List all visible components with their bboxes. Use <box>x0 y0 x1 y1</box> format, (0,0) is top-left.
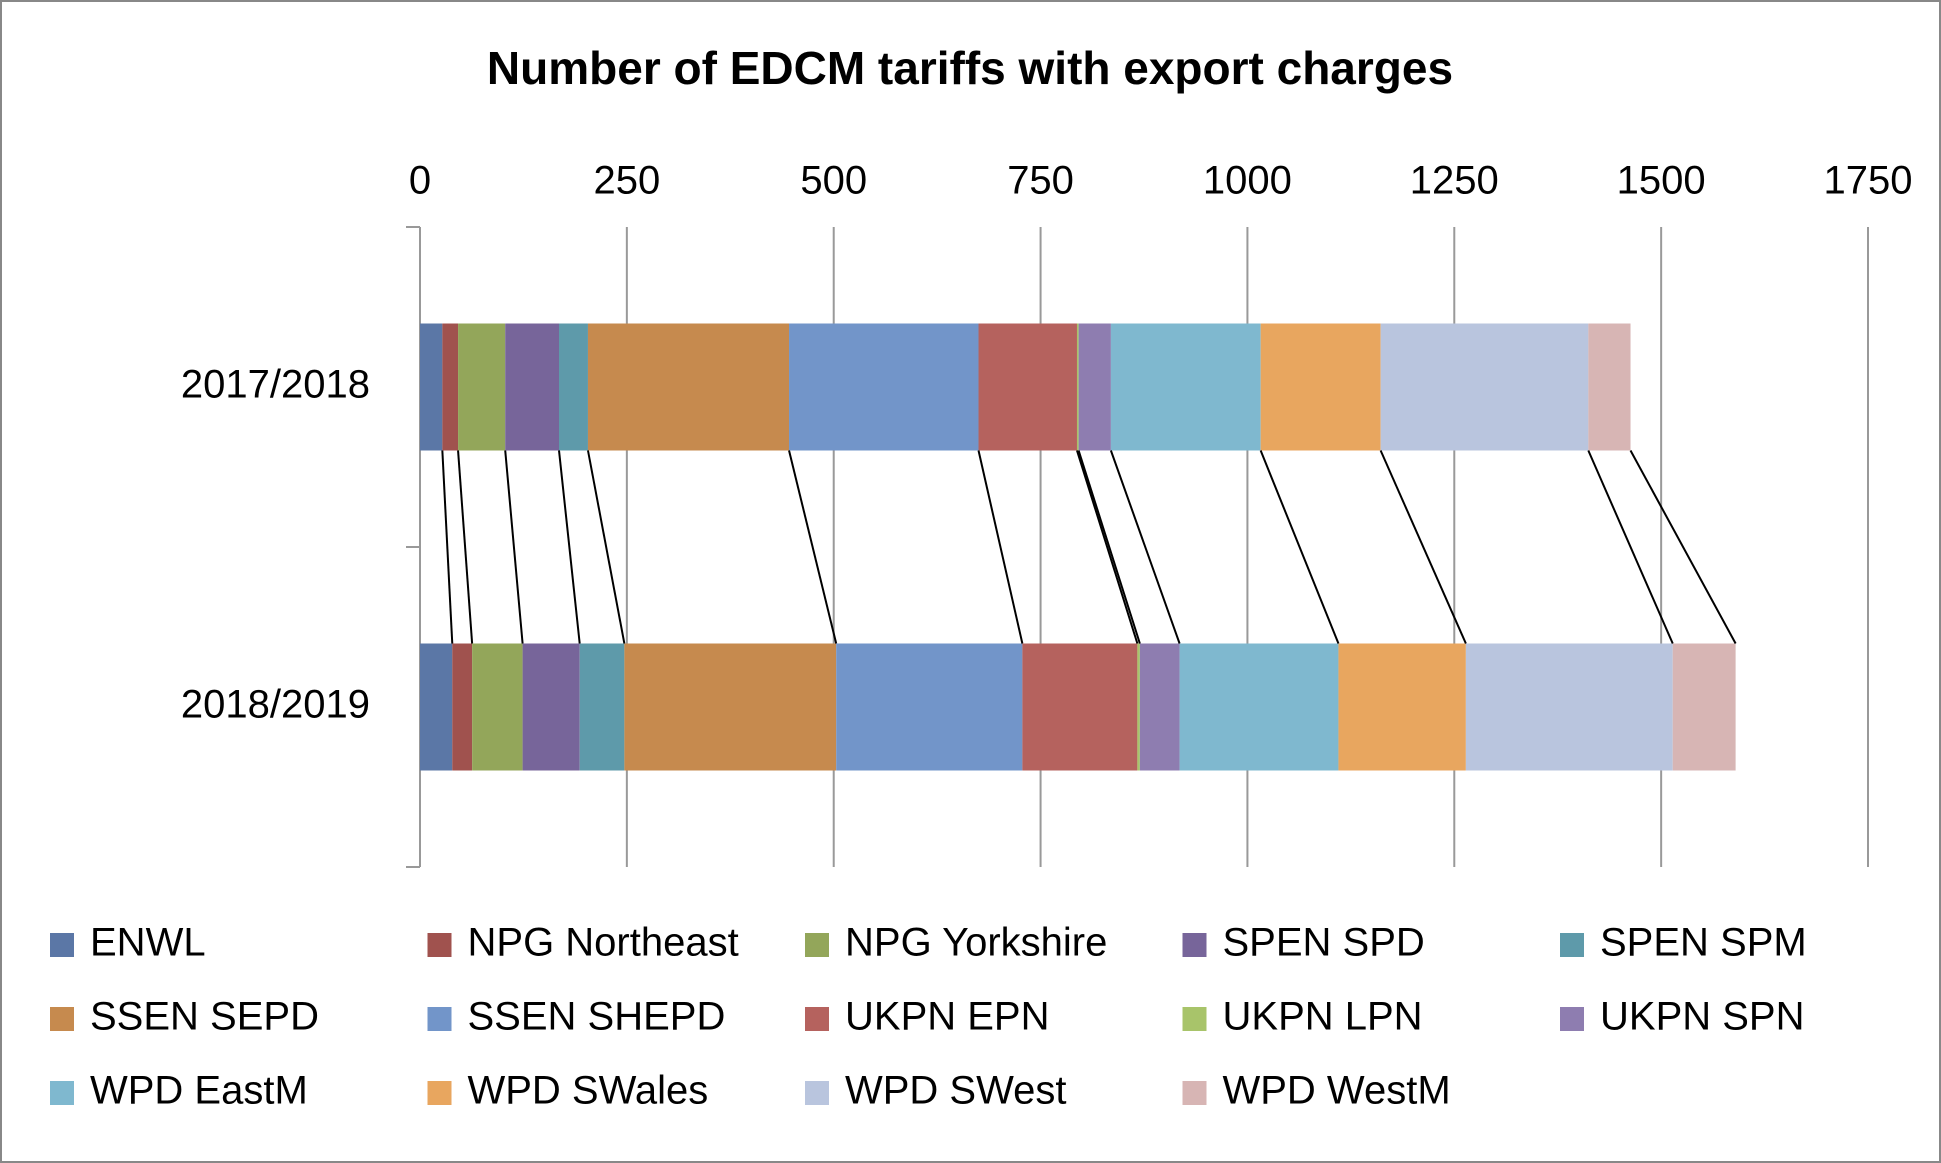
bar-segment <box>420 323 443 451</box>
bar-segment <box>624 643 837 771</box>
bar-segment <box>587 323 790 451</box>
bar-segment <box>1076 323 1079 451</box>
legend-label: ENWL <box>90 921 206 965</box>
x-tick-label: 250 <box>593 159 660 203</box>
legend-label: WPD SWest <box>845 1069 1067 1113</box>
series-line <box>1629 450 1737 644</box>
legend-swatch <box>1182 933 1207 957</box>
legend-swatch <box>427 1007 452 1031</box>
bar-segment <box>559 323 588 451</box>
bar-segment <box>836 643 1023 771</box>
legend-swatch <box>50 1007 74 1031</box>
y-tick-label: 2018/2019 <box>181 683 370 727</box>
x-tick-label: 750 <box>1007 159 1074 203</box>
bar-segment <box>1137 643 1140 771</box>
legend-label: SPEN SPM <box>1600 921 1807 965</box>
series-line <box>1379 450 1467 644</box>
bar-segment <box>1139 643 1180 771</box>
bar-segment <box>579 643 625 771</box>
legend-swatch <box>50 1081 74 1105</box>
bar-segment <box>442 323 459 451</box>
bar-segment <box>1179 643 1339 771</box>
series-line <box>1077 450 1141 644</box>
series-line <box>586 450 626 644</box>
legend-swatch <box>805 1081 829 1105</box>
bar-segment <box>472 643 523 771</box>
series-line <box>977 450 1024 644</box>
bar-segment <box>458 323 506 451</box>
bar-segment <box>452 643 473 771</box>
bar-segment <box>1260 323 1381 451</box>
y-tick-label: 2017/2018 <box>181 363 370 407</box>
legend-label: UKPN LPN <box>1223 995 1423 1039</box>
bar-segment <box>1588 323 1631 451</box>
bar-segment <box>1338 643 1466 771</box>
legend-label: SPEN SPD <box>1223 921 1425 965</box>
legend-label: WPD SWales <box>468 1069 709 1113</box>
x-tick-label: 1250 <box>1410 159 1499 203</box>
bar-segment <box>522 643 580 771</box>
legend-label: UKPN SPN <box>1600 995 1805 1039</box>
x-tick-label: 1000 <box>1203 159 1292 203</box>
series-line <box>788 450 838 644</box>
bar-segment <box>1380 323 1589 451</box>
legend-swatch <box>1182 1081 1207 1105</box>
legend-swatch <box>1560 1007 1584 1031</box>
bar-segment <box>789 323 979 451</box>
series-line <box>1109 450 1181 644</box>
legend-label: SSEN SEPD <box>90 995 319 1039</box>
legend-swatch <box>1560 933 1584 957</box>
bar-segment <box>1022 643 1138 771</box>
x-tick-label: 0 <box>409 159 431 203</box>
chart-title: Number of EDCM tariffs with export charg… <box>487 42 1453 94</box>
legend-swatch <box>805 933 829 957</box>
x-tick-label: 500 <box>800 159 867 203</box>
legend-swatch <box>427 1081 452 1105</box>
legend-swatch <box>1182 1007 1207 1031</box>
legend-label: UKPN EPN <box>845 995 1050 1039</box>
x-tick-label: 1750 <box>1824 159 1913 203</box>
legend-label: NPG Northeast <box>468 921 739 965</box>
legend-label: WPD EastM <box>90 1069 308 1113</box>
legend-swatch <box>427 933 452 957</box>
bar-segment <box>1078 323 1111 451</box>
legend-label: NPG Yorkshire <box>845 921 1107 965</box>
legend-label: WPD WestM <box>1223 1069 1451 1113</box>
bar-segment <box>1672 643 1736 771</box>
series-line <box>441 450 454 644</box>
legend-label: SSEN SHEPD <box>468 995 726 1039</box>
bar-segment <box>1110 323 1261 451</box>
bar-segment <box>1465 643 1673 771</box>
series-line <box>457 450 474 644</box>
series-line <box>558 450 581 644</box>
bar-segment <box>420 643 453 771</box>
bar-segment <box>505 323 560 451</box>
series-line <box>1076 450 1139 644</box>
series-line <box>504 450 524 644</box>
series-line <box>1259 450 1340 644</box>
legend-swatch <box>805 1007 829 1031</box>
x-tick-label: 1500 <box>1617 159 1706 203</box>
series-line <box>1587 450 1674 644</box>
bar-segment <box>978 323 1077 451</box>
legend-swatch <box>50 933 74 957</box>
